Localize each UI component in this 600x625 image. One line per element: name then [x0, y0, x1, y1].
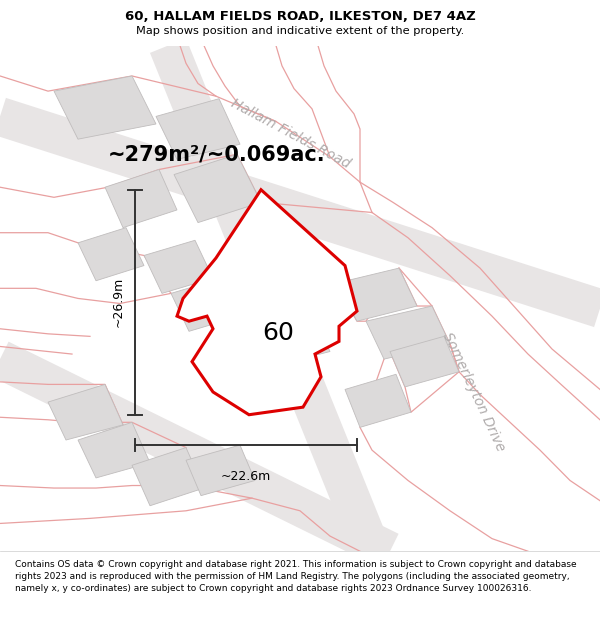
Text: Map shows position and indicative extent of the property.: Map shows position and indicative extent… [136, 26, 464, 36]
Polygon shape [366, 306, 450, 359]
Polygon shape [186, 445, 255, 496]
Polygon shape [174, 154, 261, 222]
Polygon shape [171, 278, 240, 331]
Polygon shape [54, 76, 156, 139]
Text: Hallam Fields Road: Hallam Fields Road [229, 97, 353, 171]
Text: 60: 60 [262, 321, 294, 345]
Polygon shape [252, 314, 330, 367]
Text: Somerleyton Drive: Somerleyton Drive [440, 330, 508, 454]
Polygon shape [336, 268, 417, 321]
Text: ~26.9m: ~26.9m [111, 277, 124, 328]
Polygon shape [78, 228, 144, 281]
Polygon shape [390, 336, 459, 387]
Polygon shape [345, 374, 411, 428]
Polygon shape [48, 384, 123, 440]
Polygon shape [177, 190, 357, 415]
Text: Contains OS data © Crown copyright and database right 2021. This information is : Contains OS data © Crown copyright and d… [15, 560, 577, 592]
Text: 60, HALLAM FIELDS ROAD, ILKESTON, DE7 4AZ: 60, HALLAM FIELDS ROAD, ILKESTON, DE7 4A… [125, 10, 475, 23]
Polygon shape [132, 448, 204, 506]
Polygon shape [105, 169, 177, 228]
Polygon shape [144, 240, 213, 293]
Polygon shape [156, 99, 240, 159]
Polygon shape [78, 422, 150, 478]
Text: ~22.6m: ~22.6m [221, 471, 271, 483]
Text: ~279m²/~0.069ac.: ~279m²/~0.069ac. [108, 144, 326, 164]
